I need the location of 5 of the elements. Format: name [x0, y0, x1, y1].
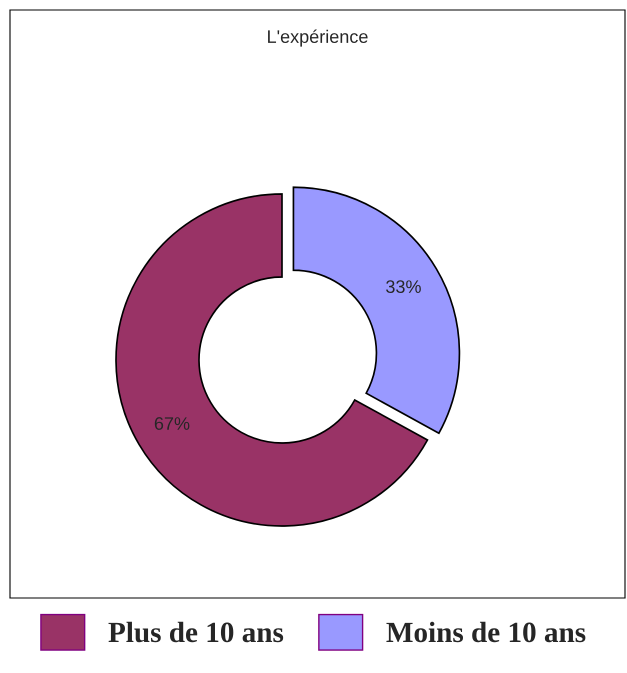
chart-title: L'expérience [268, 30, 368, 47]
legend-label: Plus de 10 ans [108, 622, 284, 642]
legend-label: Moins de 10 ans [386, 622, 586, 642]
data-label: 33% [386, 280, 421, 294]
data-label: 67% [154, 417, 190, 430]
